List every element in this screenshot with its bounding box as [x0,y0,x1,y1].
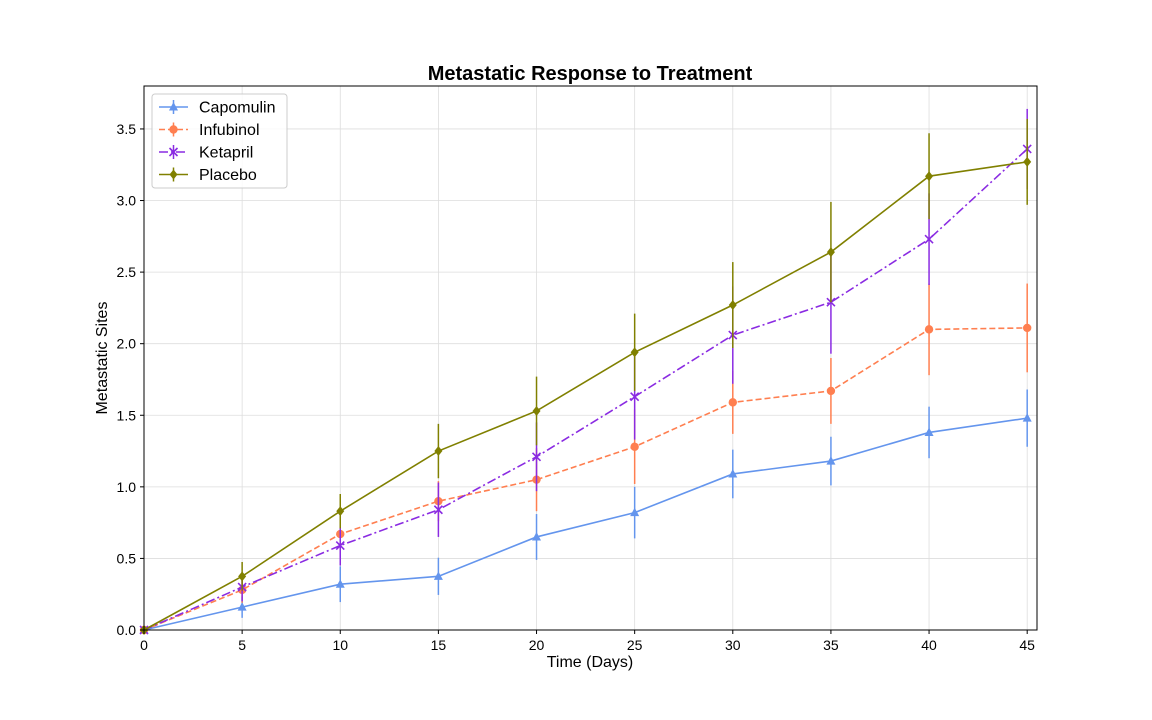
x-tick-label: 45 [1019,637,1035,653]
x-tick-label: 5 [238,637,246,653]
axis-ticks: 0 5 10 15 20 25 30 35 40 45 0.0 0.5 1.0 1.5 2.0 2.5 3.0 3… [117,121,1036,653]
infubinol-point [1022,323,1032,333]
y-tick-label: 0.0 [117,622,137,638]
capomulin-line [143,417,1028,631]
placebo-point [532,405,541,416]
x-tick-label: 10 [332,637,348,653]
chart-title: Metastatic Response to Treatment [428,63,753,85]
y-tick-label: 1.5 [117,407,137,423]
capomulin-point [237,602,247,611]
legend-label: Capomulin [199,100,275,117]
x-axis-label: Time (Days) [547,654,634,671]
ketapril-point [924,234,934,244]
legend-item-ketapril: Ketapril [159,145,253,162]
legend: Capomulin Infubinol Ketapril Placebo [151,93,288,189]
ketapril-point [630,392,640,402]
ketapril-point [531,452,542,462]
placebo-point [434,446,443,457]
y-tick-label: 2.0 [117,336,137,352]
x-tick-label: 15 [431,637,447,653]
series-group [139,108,1032,635]
ketapril-line [143,148,1028,631]
placebo-point [728,300,737,311]
y-tick-label: 3.5 [117,121,137,137]
ketapril-point [433,505,443,515]
infubinol-point [924,325,934,334]
series-placebo [140,118,1032,635]
legend-marker [169,169,178,180]
legend-item-infubinol: Infubinol [159,122,260,139]
capomulin-point [433,571,443,580]
placebo-point [1023,156,1032,167]
y-tick-label: 3.0 [117,193,137,209]
infubinol-point [826,386,836,396]
capomulin-point [728,468,738,478]
capomulin-point [924,427,934,436]
legend-marker [169,102,178,111]
placebo-point [826,247,835,258]
legend-label: Ketapril [199,145,253,162]
legend-marker [169,125,178,134]
capomulin-point [532,531,542,541]
placebo-point [630,347,639,358]
infubinol-point [630,442,639,451]
infubinol-point [728,398,737,407]
legend-label: Placebo [199,167,257,184]
legend-label: Infubinol [199,122,260,139]
x-tick-label: 0 [140,637,148,653]
series-capomulin [139,389,1032,634]
placebo-point [238,571,247,582]
y-tick-label: 0.5 [117,550,137,566]
x-tick-label: 20 [529,637,545,653]
y-tick-label: 1.0 [117,479,137,495]
x-tick-label: 35 [823,637,839,653]
y-tick-label: 2.5 [117,264,137,280]
placebo-line [143,161,1028,631]
capomulin-point [1022,413,1032,422]
capomulin-point [335,579,345,588]
placebo-point [336,506,345,517]
capomulin-point [630,507,640,517]
x-tick-label: 30 [725,637,741,653]
legend-box [151,93,288,189]
legend-marker [168,147,179,157]
series-infubinol [139,283,1032,635]
legend-item-capomulin: Capomulin [159,100,275,117]
placebo-point [925,171,934,182]
plot-frame [143,85,1038,631]
x-tick-label: 40 [921,637,937,653]
y-axis-label: Metastatic Sites [94,302,111,415]
legend-item-placebo: Placebo [159,167,257,184]
infubinol-line [143,327,1028,631]
ketapril-point [335,540,345,551]
x-tick-label: 25 [627,637,643,653]
capomulin-point [826,456,836,465]
